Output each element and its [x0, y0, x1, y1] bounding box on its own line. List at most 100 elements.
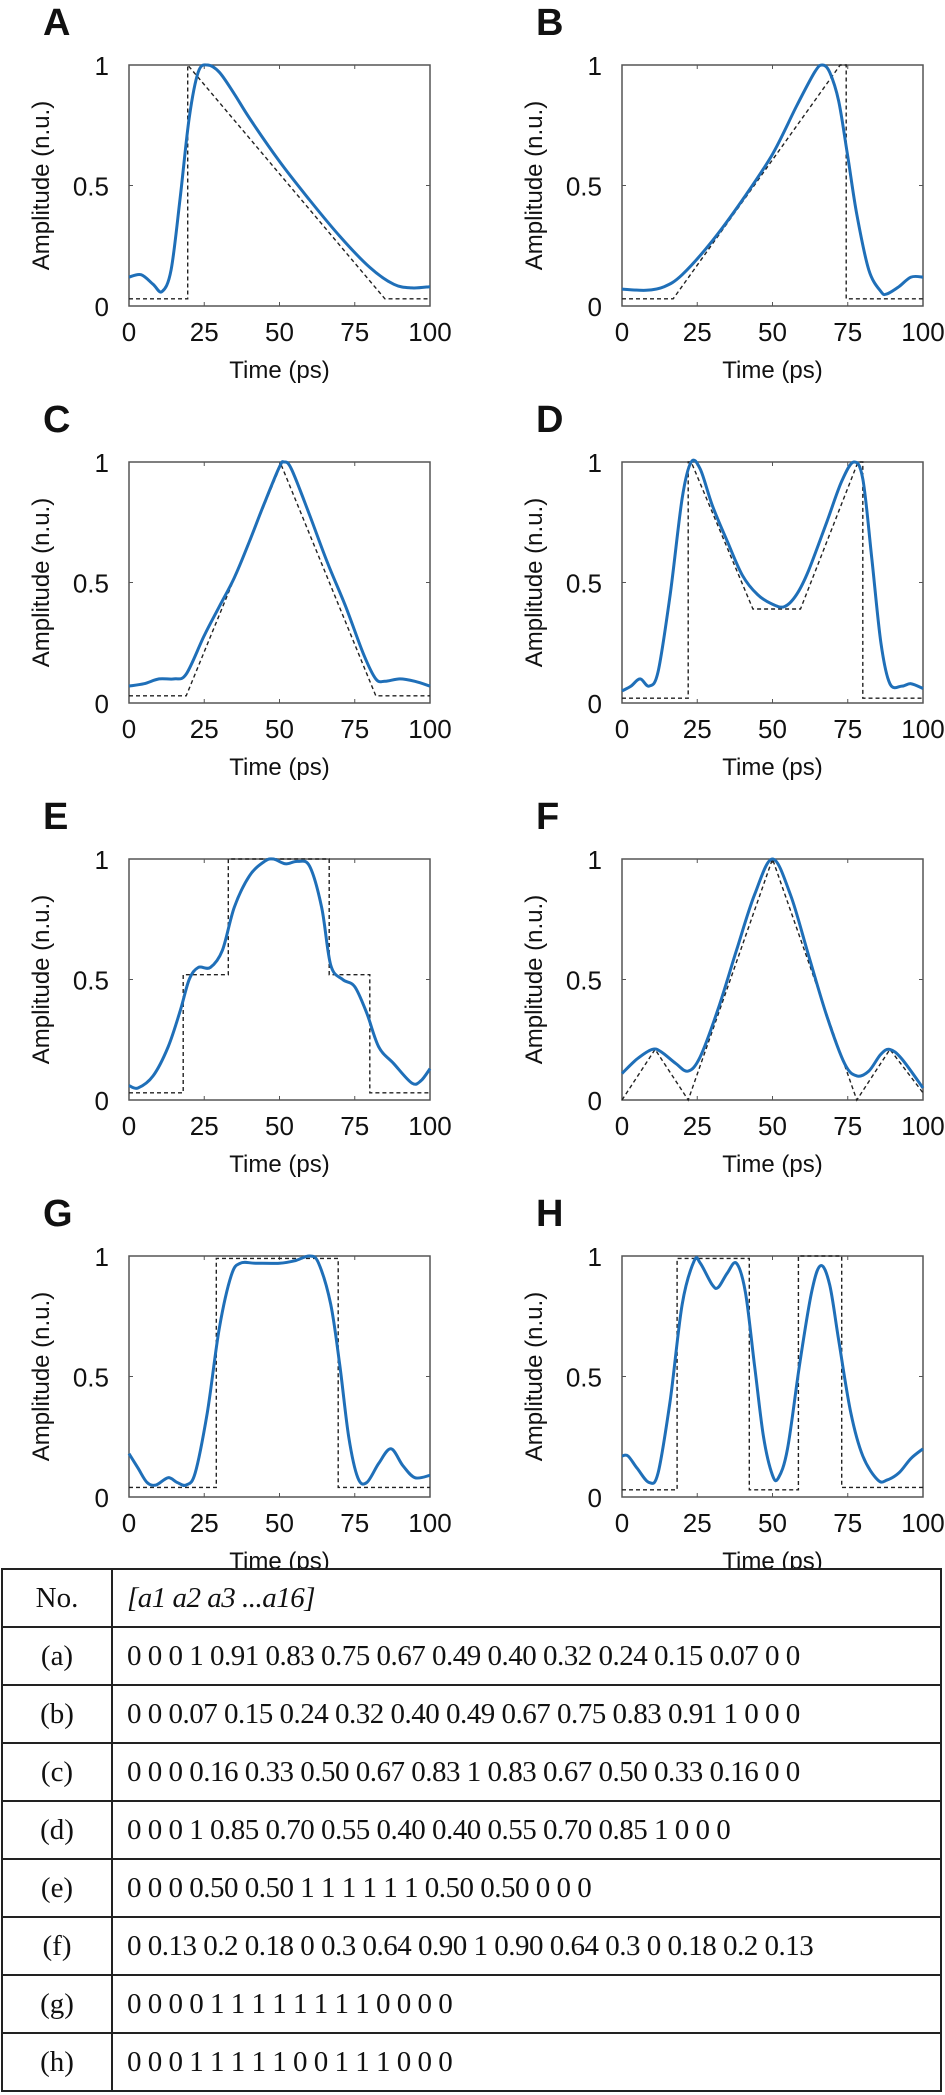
x-tick-label: 50: [758, 714, 787, 744]
y-tick-label: 0: [95, 689, 109, 719]
x-tick-label: 0: [615, 714, 629, 744]
x-tick-label: 100: [408, 1508, 451, 1538]
panel-b: B 0 25 50 75 100 0 0.5 1 Time (ps) Amplitude (n.u.…: [521, 2, 945, 384]
y-tick-label: 0: [95, 292, 109, 322]
row-label: (c): [1, 1742, 113, 1802]
y-tick-label: 1: [588, 448, 602, 478]
row-values: 0 0 0 0.50 0.50 1 1 1 1 1 1 0.50 0.50 0 …: [111, 1858, 942, 1918]
x-tick-label: 100: [901, 1508, 944, 1538]
row-label: (a): [1, 1626, 113, 1686]
panel-a: A 0 25 50 75 100 0 0.5 1 Time (ps) Amplitude (n.u.…: [28, 2, 452, 384]
panel-g: G 0 25 50 75 100 0 0.5 1 Time (ps) Amplitude (n.u.…: [28, 1193, 452, 1568]
x-tick-label: 100: [901, 317, 944, 347]
x-tick-label: 75: [833, 714, 862, 744]
x-tick-label: 75: [340, 1111, 369, 1141]
measured-waveform-line: [128, 460, 431, 688]
axes-box: [621, 1255, 924, 1498]
x-axis-label: Time (ps): [722, 357, 822, 384]
panel-label: E: [43, 796, 68, 838]
y-tick-label: 1: [95, 845, 109, 875]
x-axis-label: Time (ps): [229, 1151, 329, 1178]
panel-label: A: [43, 2, 70, 44]
table-row: (e) 0 0 0 0.50 0.50 1 1 1 1 1 1 0.50 0.50…: [1, 1858, 942, 1918]
axes-box: [128, 64, 431, 307]
measured-waveform-line: [128, 63, 431, 294]
measured-waveform-line: [621, 1256, 924, 1485]
row-label: (g): [1, 1974, 113, 2034]
header-no: No.: [1, 1568, 113, 1628]
panel-label: F: [536, 796, 559, 838]
y-tick-label: 0: [95, 1483, 109, 1513]
x-tick-label: 0: [122, 317, 136, 347]
y-tick-label: 1: [95, 51, 109, 81]
measured-waveform-line: [127, 1254, 431, 1487]
panel-h: H 0 25 50 75 100 0 0.5 1 Time (ps) Amplitude (n.u.…: [521, 1193, 945, 1568]
y-axis-label: Amplitude (n.u.): [521, 101, 548, 270]
row-label: (d): [1, 1800, 113, 1860]
x-axis-label: Time (ps): [722, 1151, 822, 1178]
target-waveform-line: [129, 1257, 430, 1489]
axes-box: [128, 858, 431, 1101]
panel-e: E 0 25 50 75 100 0 0.5 1 Time (ps) Amplitude (n.u.…: [28, 796, 452, 1178]
y-tick-label: 0.5: [566, 172, 602, 202]
x-axis-label: Time (ps): [722, 1548, 822, 1568]
y-axis-label: Amplitude (n.u.): [521, 1292, 548, 1461]
x-tick-label: 75: [340, 317, 369, 347]
measured-waveform-line: [621, 458, 924, 693]
x-tick-label: 25: [190, 1111, 219, 1141]
x-axis-label: Time (ps): [229, 754, 329, 781]
coefficient-table: No. [a1 a2 a3 ...a16] (a) 0 0 0 1 0.91 0.…: [1, 1568, 942, 2092]
axes-box: [621, 461, 924, 704]
x-tick-label: 25: [683, 1508, 712, 1538]
x-tick-label: 100: [408, 714, 451, 744]
panel-label: D: [536, 399, 563, 441]
axes-box: [621, 858, 924, 1101]
row-label: (b): [1, 1684, 113, 1744]
axes-box: [128, 1255, 431, 1498]
x-tick-label: 0: [615, 317, 629, 347]
x-tick-label: 25: [190, 317, 219, 347]
panel-f: F 0 25 50 75 100 0 0.5 1 Time (ps) Amplitude (n.u.…: [521, 796, 945, 1178]
panel-c: C 0 25 50 75 100 0 0.5 1 Time (ps) Amplitude (n.u.…: [28, 399, 452, 781]
target-waveform-line: [129, 858, 430, 1094]
x-tick-label: 50: [758, 1111, 787, 1141]
x-tick-label: 75: [833, 1508, 862, 1538]
x-tick-label: 50: [758, 1508, 787, 1538]
x-tick-label: 25: [683, 714, 712, 744]
x-tick-label: 75: [340, 1508, 369, 1538]
x-tick-label: 75: [340, 714, 369, 744]
row-values: 0 0 0 0.16 0.33 0.50 0.67 0.83 1 0.83 0.…: [111, 1742, 942, 1802]
table-row: (h) 0 0 0 1 1 1 1 1 0 0 1 1 1 0 0 0: [1, 2032, 942, 2092]
y-tick-label: 0.5: [73, 172, 109, 202]
y-tick-label: 0: [588, 689, 602, 719]
y-axis-label: Amplitude (n.u.): [521, 895, 548, 1064]
row-values: 0 0 0 1 0.91 0.83 0.75 0.67 0.49 0.40 0.…: [111, 1626, 942, 1686]
x-tick-label: 25: [190, 1508, 219, 1538]
table-row: (d) 0 0 0 1 0.85 0.70 0.55 0.40 0.40 0.55…: [1, 1800, 942, 1860]
y-axis-label: Amplitude (n.u.): [28, 101, 55, 270]
y-tick-label: 0.5: [566, 966, 602, 996]
axes-box: [128, 461, 431, 704]
x-tick-label: 100: [901, 714, 944, 744]
y-axis-label: Amplitude (n.u.): [28, 1292, 55, 1461]
header-values: [a1 a2 a3 ...a16]: [111, 1568, 942, 1628]
x-tick-label: 25: [190, 714, 219, 744]
x-tick-label: 0: [122, 714, 136, 744]
measured-waveform-line: [128, 857, 432, 1090]
y-axis-label: Amplitude (n.u.): [28, 498, 55, 667]
target-waveform-line: [129, 462, 430, 697]
target-waveform-line: [622, 1255, 923, 1491]
table-row: (f) 0 0.13 0.2 0.18 0 0.3 0.64 0.90 1 0.9…: [1, 1916, 942, 1976]
y-tick-label: 0.5: [566, 569, 602, 599]
y-tick-label: 0.5: [566, 1363, 602, 1393]
y-tick-label: 0: [95, 1086, 109, 1116]
x-tick-label: 0: [122, 1508, 136, 1538]
y-tick-label: 1: [95, 1242, 109, 1272]
x-axis-label: Time (ps): [229, 1548, 329, 1568]
table-header-row: No. [a1 a2 a3 ...a16]: [1, 1568, 942, 1628]
x-tick-label: 50: [265, 714, 294, 744]
x-tick-label: 0: [615, 1111, 629, 1141]
target-waveform-line: [622, 461, 923, 699]
panel-label: B: [536, 2, 563, 44]
x-tick-label: 100: [408, 317, 451, 347]
